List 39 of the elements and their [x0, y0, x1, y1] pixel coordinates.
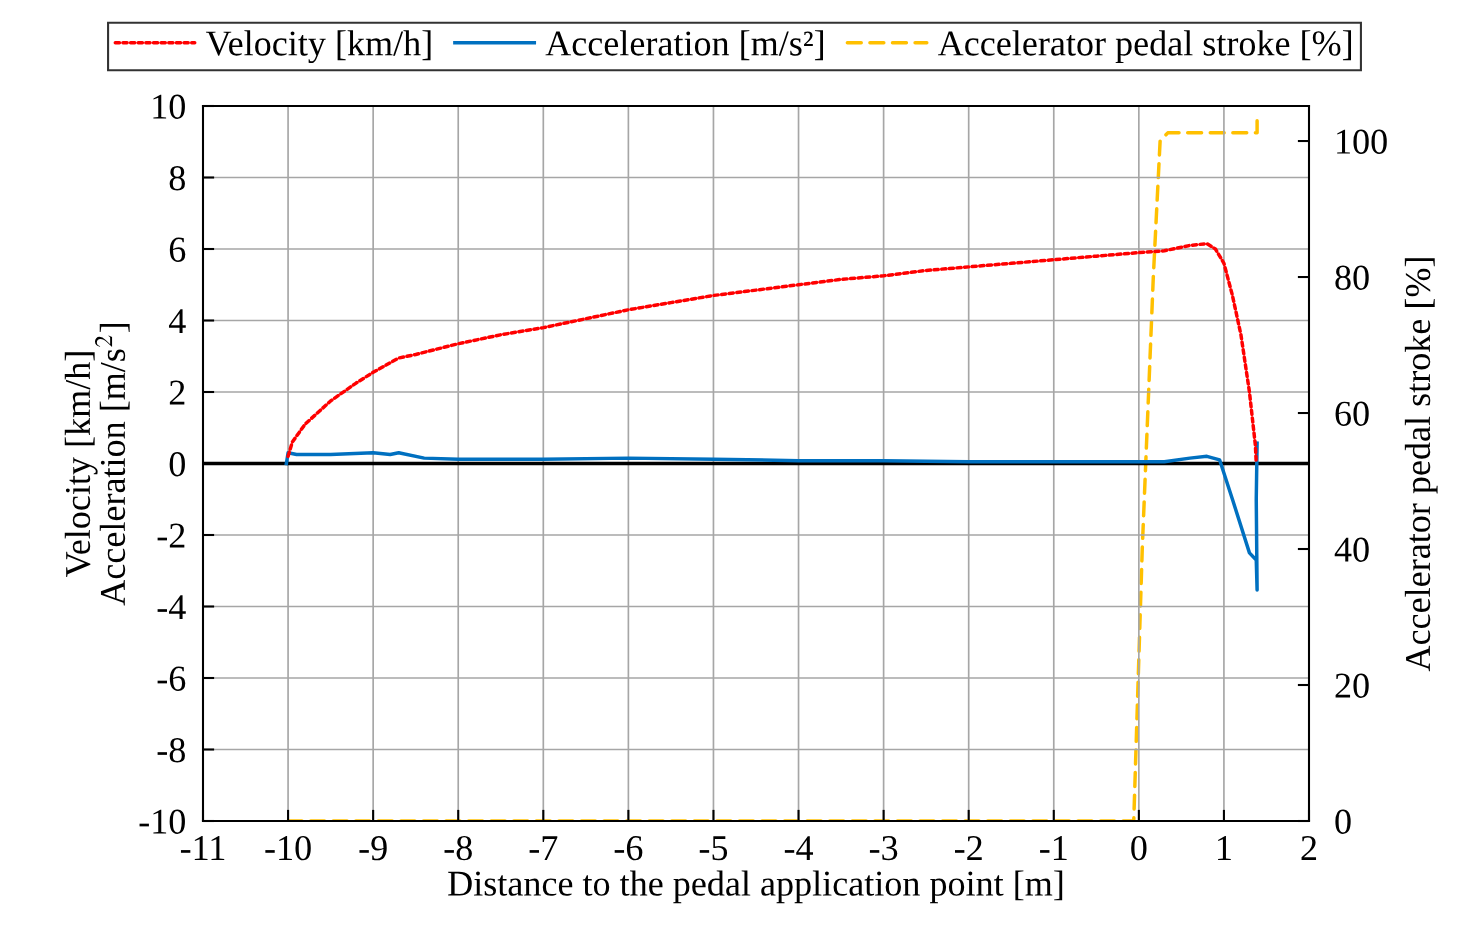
- y-tick-label: -2: [157, 523, 185, 548]
- x-tick-label: -5: [699, 836, 728, 861]
- y2-tick-label: 100: [1337, 129, 1387, 154]
- legend-label: Accelerator pedal stroke [%]: [937, 30, 1352, 64]
- x-tick-label: -2: [955, 836, 982, 860]
- y2-tick-label: 60: [1335, 401, 1369, 426]
- x-tick-label: -11: [180, 836, 225, 860]
- x-tick-label: -8: [444, 835, 472, 861]
- y-tick-label: 2: [169, 380, 185, 405]
- y-axis-title: Velocity [km/h] Acceleration [m/s$^{2}$]: [64, 323, 130, 606]
- x-tick-label: -3: [869, 836, 898, 861]
- y-tick-label: -8: [157, 738, 185, 763]
- y-tick-label: 6: [169, 237, 186, 262]
- y-tick-label: -10: [139, 809, 185, 834]
- y2-tick-label: 20: [1335, 673, 1369, 698]
- x-tick-label: -9: [359, 836, 387, 861]
- y-tick-label: 10: [153, 94, 185, 119]
- x-tick-label: 2: [1301, 836, 1317, 860]
- x-tick-label: -1: [1040, 836, 1067, 860]
- y-tick-label: -4: [157, 595, 186, 620]
- line-series: [284, 441, 1259, 592]
- y2-tick-label: 0: [1335, 809, 1351, 834]
- y-tick-label: 8: [169, 166, 185, 191]
- x-tick-label: -4: [784, 836, 814, 860]
- legend-label: Velocity [km/h]: [205, 30, 431, 64]
- x-tick-label: 0: [1131, 835, 1147, 861]
- x-tick-label: -7: [529, 836, 558, 860]
- y2-tick-label: 40: [1334, 537, 1369, 562]
- y2-tick-label: 80: [1335, 265, 1369, 290]
- x-axis-title: Distance to the pedal application point [m]: [448, 870, 1063, 904]
- y-tick-label: 4: [168, 309, 186, 334]
- y-tick-label: 0: [169, 452, 185, 477]
- x-tick-label: 1: [1218, 836, 1231, 860]
- x-tick-label: -10: [265, 835, 311, 861]
- legend-label: Acceleration [m/s²]: [545, 30, 824, 61]
- x-tick-label: -6: [614, 836, 643, 861]
- y2-axis-title: Accelerator pedal stroke [%]: [1404, 258, 1438, 672]
- y-tick-label: -6: [157, 666, 186, 691]
- line-series: [286, 118, 1259, 821]
